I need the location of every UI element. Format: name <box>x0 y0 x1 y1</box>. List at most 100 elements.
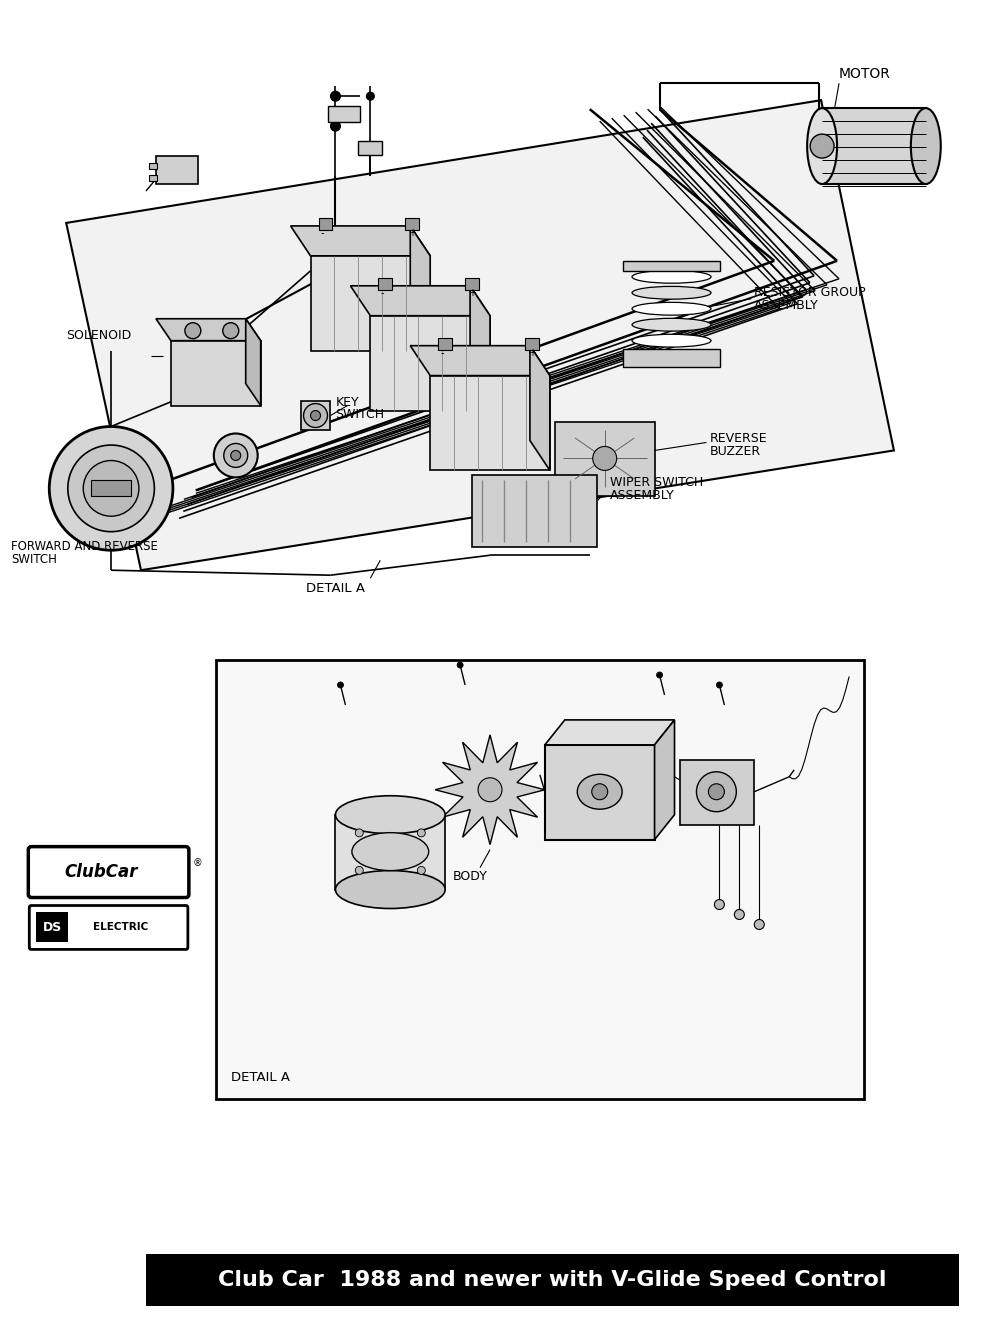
Bar <box>146 1254 959 1306</box>
Polygon shape <box>156 319 261 341</box>
Bar <box>623 349 720 366</box>
Circle shape <box>355 866 363 874</box>
Circle shape <box>224 444 248 468</box>
Ellipse shape <box>335 795 445 834</box>
Circle shape <box>214 433 258 477</box>
Ellipse shape <box>632 334 711 347</box>
Polygon shape <box>545 720 675 744</box>
Text: FORWARD AND REVERSE: FORWARD AND REVERSE <box>11 540 158 554</box>
Circle shape <box>714 900 724 909</box>
Bar <box>822 109 926 184</box>
Circle shape <box>366 93 374 101</box>
Circle shape <box>49 426 173 550</box>
Bar <box>623 261 720 271</box>
Text: SWITCH: SWITCH <box>335 408 385 421</box>
Text: Club Car  1988 and newer with V-Glide Speed Control: Club Car 1988 and newer with V-Glide Spe… <box>218 1270 887 1290</box>
Bar <box>319 219 332 229</box>
Circle shape <box>657 672 663 679</box>
Ellipse shape <box>577 774 622 809</box>
Polygon shape <box>655 720 675 839</box>
Ellipse shape <box>352 833 429 870</box>
Text: -: - <box>321 228 324 237</box>
Text: BUZZER: BUZZER <box>709 445 761 459</box>
Bar <box>156 156 198 184</box>
Text: RESISTOR GROUP: RESISTOR GROUP <box>754 286 866 299</box>
Bar <box>405 219 419 229</box>
Circle shape <box>592 783 608 799</box>
Circle shape <box>311 410 320 421</box>
Polygon shape <box>435 735 545 845</box>
Text: DETAIL A: DETAIL A <box>306 582 365 595</box>
Circle shape <box>355 829 363 837</box>
Circle shape <box>83 460 139 516</box>
Text: ELECTRIC: ELECTRIC <box>93 923 149 932</box>
Circle shape <box>593 447 617 471</box>
Text: +: + <box>408 228 416 237</box>
Text: +: + <box>468 288 476 298</box>
Text: -: - <box>440 347 444 358</box>
Text: ClubCar: ClubCar <box>64 862 138 881</box>
Bar <box>555 421 655 496</box>
Text: KEY: KEY <box>335 396 359 409</box>
Circle shape <box>185 323 201 339</box>
Polygon shape <box>530 346 550 471</box>
Polygon shape <box>470 286 490 410</box>
Circle shape <box>708 783 724 799</box>
Text: REVERSE: REVERSE <box>709 433 767 445</box>
Polygon shape <box>410 346 550 375</box>
Text: ASSEMBLY: ASSEMBLY <box>610 489 674 503</box>
Circle shape <box>304 404 327 428</box>
Ellipse shape <box>632 318 711 331</box>
Bar <box>216 660 864 1100</box>
Text: DETAIL A: DETAIL A <box>231 1071 290 1084</box>
Polygon shape <box>350 286 490 315</box>
Circle shape <box>810 134 834 158</box>
Circle shape <box>478 778 502 802</box>
Circle shape <box>716 683 722 688</box>
Circle shape <box>417 866 425 874</box>
Bar <box>171 341 261 405</box>
Bar <box>525 338 539 350</box>
Bar <box>545 744 655 839</box>
Text: BODY: BODY <box>453 869 488 882</box>
Polygon shape <box>311 256 430 350</box>
Bar <box>149 164 157 169</box>
Circle shape <box>223 323 239 339</box>
Bar <box>378 278 392 290</box>
Polygon shape <box>66 101 894 570</box>
Bar <box>301 401 330 430</box>
FancyBboxPatch shape <box>28 846 189 897</box>
Bar <box>465 278 479 290</box>
Polygon shape <box>410 225 430 350</box>
FancyBboxPatch shape <box>29 905 188 949</box>
Bar <box>335 815 445 889</box>
Text: MOTOR: MOTOR <box>839 67 891 82</box>
Text: SOLENOID: SOLENOID <box>66 329 131 342</box>
Ellipse shape <box>632 271 711 283</box>
Polygon shape <box>291 225 430 256</box>
Bar <box>680 760 754 825</box>
Bar <box>358 141 382 156</box>
Circle shape <box>696 772 736 811</box>
Bar <box>472 476 597 547</box>
Bar <box>328 106 360 122</box>
Circle shape <box>330 121 340 131</box>
Text: ASSEMBLY: ASSEMBLY <box>754 299 819 311</box>
Circle shape <box>68 445 154 531</box>
Bar <box>36 912 68 943</box>
Circle shape <box>337 683 343 688</box>
Text: WIPER SWITCH: WIPER SWITCH <box>610 476 703 489</box>
Ellipse shape <box>335 870 445 908</box>
Text: SWITCH: SWITCH <box>11 554 57 566</box>
Circle shape <box>417 829 425 837</box>
Circle shape <box>754 920 764 929</box>
Bar <box>91 480 131 496</box>
Text: -: - <box>381 288 384 298</box>
Polygon shape <box>246 319 261 405</box>
Ellipse shape <box>632 287 711 299</box>
Polygon shape <box>430 375 550 471</box>
Ellipse shape <box>807 109 837 184</box>
Text: +: + <box>528 347 536 358</box>
Circle shape <box>330 91 340 101</box>
Polygon shape <box>370 315 490 410</box>
